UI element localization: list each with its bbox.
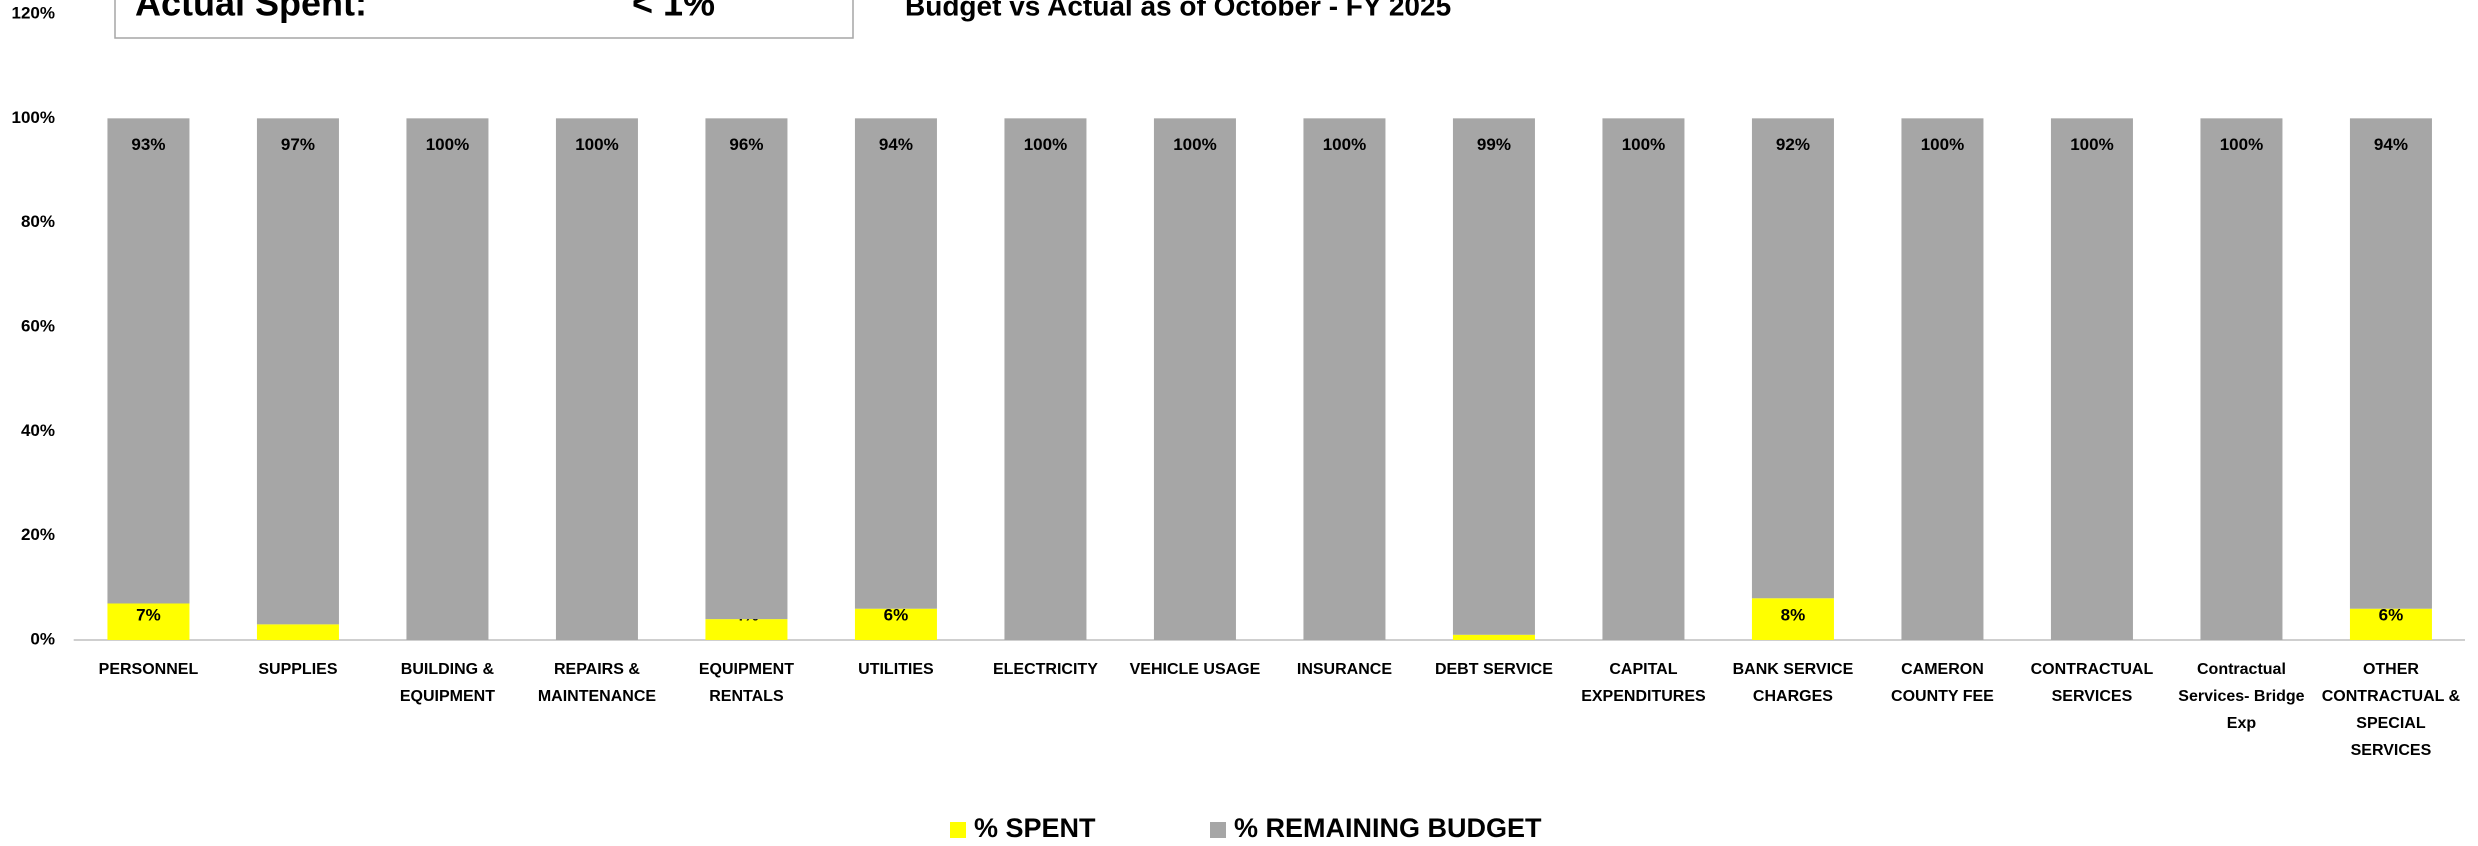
x-tick-label: ELECTRICITY [992, 661, 1098, 678]
x-tick-label: CAPITAL EXPENDITURES [1581, 661, 1706, 705]
data-label: 92% [1776, 135, 1810, 154]
data-label: 94% [2374, 135, 2408, 154]
data-label: 7% [136, 605, 161, 624]
data-label: 8% [1781, 605, 1806, 624]
data-label: 100% [575, 135, 618, 154]
chart-title: Budget vs Actual as of October - FY 2025 [905, 0, 1451, 21]
data-label: 100% [426, 135, 469, 154]
x-tick-label: VEHICLE USAGE [1129, 661, 1261, 678]
bar-segment [107, 118, 190, 604]
bar-segment [854, 608, 937, 640]
data-label: 96% [729, 135, 763, 154]
data-label: 100% [1921, 135, 1964, 154]
bar-segment [1303, 118, 1386, 641]
x-tick-label: CONTRACTUAL SERVICES [2030, 661, 2154, 705]
x-tick-label: REPAIRS & MAINTENANCE [537, 661, 657, 705]
bar-segment [1452, 634, 1535, 640]
y-tick-label: 20% [21, 525, 55, 544]
x-tick-label: OTHER CONTRACTUAL & SPECIAL SERVICES [2321, 661, 2461, 759]
bar-segment [1452, 118, 1535, 635]
legend-swatch [950, 822, 966, 838]
bar-segment [1751, 598, 1834, 640]
bar-segment [406, 118, 489, 641]
bar-segment [705, 118, 788, 620]
y-tick-label: 100% [12, 108, 55, 127]
annotation-value: < 1% [632, 0, 715, 24]
x-tick-label: UTILITIES [858, 661, 934, 678]
x-tick-label: SUPPLIES [258, 661, 338, 678]
y-tick-label: 40% [21, 421, 55, 440]
bar-segment [854, 118, 937, 609]
annotation-box [114, 0, 854, 39]
y-tick-label: 60% [21, 316, 55, 335]
data-label: 100% [1323, 135, 1366, 154]
bar-segment [2200, 118, 2283, 641]
bar-segment [555, 118, 638, 641]
annotation-label: Actual Spent: [135, 0, 367, 24]
bar-segment [705, 619, 788, 640]
data-label: 100% [1622, 135, 1665, 154]
legend-label: % SPENT [974, 813, 1096, 843]
data-label: 97% [281, 135, 315, 154]
bar-segment [1004, 118, 1087, 641]
x-tick-label: CAMERON COUNTY FEE [1891, 661, 1994, 705]
data-label: 99% [1477, 135, 1511, 154]
legend-label: % REMAINING BUDGET [1234, 813, 1542, 843]
data-label: 100% [2070, 135, 2113, 154]
bar-segment [256, 118, 339, 625]
data-label: 100% [2220, 135, 2263, 154]
bar-segment [107, 603, 190, 640]
data-label: 93% [131, 135, 165, 154]
bar-segment [1153, 118, 1236, 641]
bar-segment [256, 624, 339, 640]
bar-segment [1602, 118, 1685, 641]
x-tick-label: Contractual Services- Bridge Exp [2178, 661, 2305, 732]
bar-segment [2050, 118, 2133, 641]
bar-segment [1751, 118, 1834, 599]
data-label: 100% [1024, 135, 1067, 154]
x-tick-label: INSURANCE [1296, 661, 1392, 678]
bar-segment [2349, 608, 2432, 640]
x-tick-label: BANK SERVICE CHARGES [1732, 661, 1854, 705]
data-label: 94% [879, 135, 913, 154]
bar-segment [1901, 118, 1984, 641]
x-tick-label: BUILDING & EQUIPMENT [399, 661, 495, 705]
legend-swatch [1210, 822, 1226, 838]
bar-segment [2349, 118, 2432, 609]
y-tick-label: 120% [12, 3, 55, 22]
data-label: 6% [2379, 605, 2404, 624]
x-tick-label: PERSONNEL [98, 661, 199, 678]
data-label: 100% [1173, 135, 1216, 154]
x-tick-label: EQUIPMENT RENTALS [698, 661, 794, 705]
data-label: 6% [884, 605, 909, 624]
y-tick-label: 0% [30, 629, 55, 648]
y-tick-label: 80% [21, 212, 55, 231]
x-tick-label: DEBT SERVICE [1434, 661, 1553, 678]
